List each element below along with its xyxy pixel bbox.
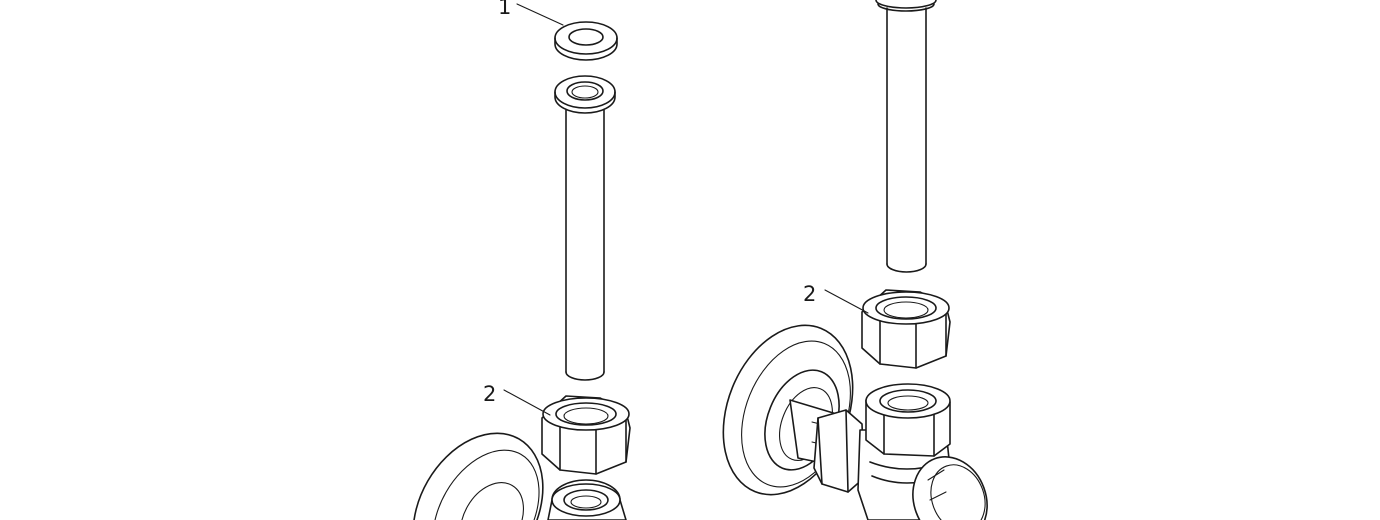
callout-2-left-label: 2 bbox=[483, 382, 496, 406]
right-connection-pipe bbox=[875, 0, 937, 273]
left-angle-valve bbox=[412, 432, 627, 520]
washer-ring bbox=[554, 21, 618, 61]
right-compression-nut bbox=[861, 289, 951, 369]
callout-2-left: 2 bbox=[483, 382, 551, 416]
callout-1: 1 bbox=[498, 0, 564, 26]
left-compression-nut bbox=[541, 395, 631, 475]
callout-2-right: 2 bbox=[803, 282, 869, 314]
callout-2-right-label: 2 bbox=[803, 282, 816, 306]
right-angle-valve bbox=[722, 324, 988, 520]
callout-1-label: 1 bbox=[498, 0, 511, 19]
left-connection-pipe bbox=[554, 75, 616, 381]
